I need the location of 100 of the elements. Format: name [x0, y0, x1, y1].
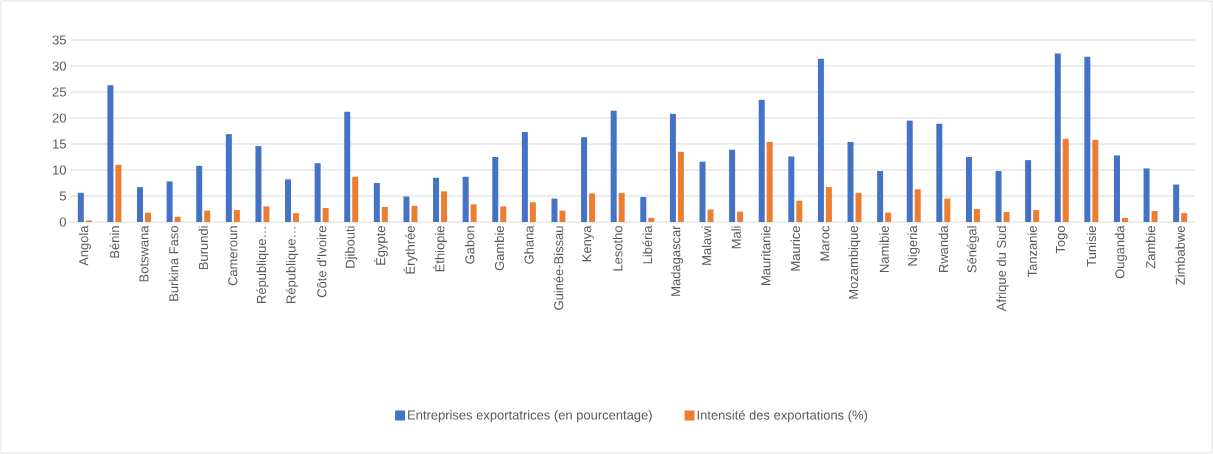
- bar: [352, 176, 359, 222]
- bar: [263, 206, 270, 222]
- x-tick-label: Guinée-Bissau: [553, 226, 564, 310]
- bar: [1084, 56, 1091, 222]
- bar: [1003, 212, 1010, 222]
- bar: [521, 132, 528, 222]
- x-tick-label: Burkina Faso: [168, 226, 179, 301]
- x-tick-label: Malawi: [701, 226, 712, 265]
- bar: [758, 99, 765, 222]
- bar: [936, 123, 943, 222]
- bar: [115, 164, 122, 222]
- x-tick-label: République…: [285, 227, 299, 303]
- bar: [995, 171, 1002, 222]
- bar: [1143, 168, 1150, 222]
- legend-label: Intensité des exportations (%): [697, 410, 868, 423]
- bar: [648, 217, 655, 222]
- bar: [492, 157, 499, 222]
- bar: [285, 179, 292, 222]
- x-tick-label: Mali: [731, 226, 741, 249]
- bar: [293, 213, 300, 222]
- bar: [973, 209, 980, 222]
- bar: [729, 149, 736, 222]
- x-tick-label: Togo: [1055, 226, 1068, 254]
- y-tick-label: 30: [52, 61, 66, 71]
- bar: [677, 151, 684, 222]
- y-tick-label: 0: [59, 217, 66, 227]
- y-tick-label: 5: [59, 191, 66, 201]
- bar: [877, 171, 884, 222]
- bar: [233, 210, 240, 222]
- bar: [618, 192, 625, 222]
- x-tick-label: Éthiopie: [433, 226, 448, 272]
- bar: [855, 192, 862, 222]
- bar: [470, 204, 477, 222]
- bar: [766, 141, 773, 222]
- x-tick-label: Botswana: [139, 225, 149, 282]
- bar: [1092, 139, 1099, 222]
- bar: [906, 120, 913, 222]
- x-tick-label: Érythrée: [403, 226, 418, 274]
- x-tick-label: Égypte: [373, 226, 388, 265]
- x-tick-label: Maroc: [820, 225, 830, 261]
- bar: [589, 193, 596, 222]
- bar: [381, 206, 388, 222]
- x-tick-label: Tanzanie: [1027, 226, 1037, 278]
- bar: [166, 181, 173, 222]
- x-tick-label: Mozambique: [848, 226, 861, 299]
- bar: [196, 165, 203, 222]
- x-tick-label: Libéria: [642, 225, 653, 264]
- bar: [1181, 213, 1188, 222]
- bar: [699, 161, 706, 222]
- bar: [1121, 217, 1128, 222]
- bar: [1025, 160, 1032, 222]
- x-tick-label: Namibie: [879, 226, 889, 272]
- bar: [640, 197, 647, 222]
- y-tick-label: 15: [53, 139, 66, 149]
- x-tick-label: Mauritanie: [760, 226, 771, 285]
- y-tick-label: 20: [52, 113, 66, 123]
- bar: [77, 192, 84, 222]
- y-tick-label: 25: [52, 87, 66, 97]
- legend-label: Entreprises exportatrices (en pourcentage): [408, 410, 652, 423]
- x-tick-label: Kenya: [582, 225, 594, 262]
- bar: [796, 200, 803, 222]
- bar: [344, 111, 351, 222]
- x-tick-label: Nigeria: [907, 225, 920, 266]
- bar: [610, 110, 617, 222]
- bar: [737, 211, 744, 222]
- bar: [559, 210, 566, 222]
- bar: [1151, 211, 1158, 222]
- bar: [255, 146, 262, 222]
- x-tick-label: Sénégal: [966, 226, 980, 273]
- x-tick-label: République…: [256, 227, 269, 303]
- x-tick-label: Gambie: [494, 226, 505, 271]
- bar: [411, 205, 418, 222]
- bar: [914, 189, 921, 222]
- bar: [373, 183, 380, 222]
- x-tick-label: Angola: [78, 225, 91, 266]
- bar: [500, 206, 507, 222]
- x-tick-label: Tunisie: [1086, 226, 1097, 267]
- bar: [145, 212, 152, 222]
- bar: [1054, 53, 1061, 222]
- bar: [788, 156, 795, 222]
- x-tick-label: Maurice: [790, 226, 801, 271]
- x-tick-label: Ghana: [524, 225, 534, 264]
- y-tick-label: 35: [52, 35, 66, 45]
- bar: [204, 210, 211, 222]
- x-tick-label: Lesotho: [612, 226, 623, 271]
- bar: [944, 198, 951, 222]
- x-tick-label: Djibouti: [345, 226, 358, 268]
- x-tick-label: Bénin: [109, 226, 120, 258]
- bar: [225, 134, 232, 222]
- bar: [669, 113, 676, 222]
- bar: [403, 196, 410, 222]
- bar: [174, 216, 181, 222]
- bar: [817, 58, 824, 222]
- x-tick-label: Cameroun: [228, 226, 238, 286]
- x-tick-label: Madagascar: [670, 225, 683, 296]
- bar: [433, 177, 440, 222]
- bar: [885, 212, 892, 222]
- x-tick-label: Côte d'Ivoire: [316, 226, 327, 298]
- x-tick-label: Rwanda: [938, 225, 949, 272]
- bar: [825, 187, 832, 222]
